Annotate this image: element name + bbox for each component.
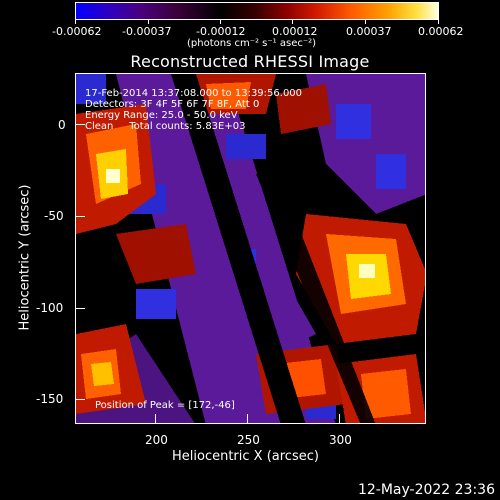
x-tick-label: 300 — [329, 433, 352, 447]
x-tick-mark — [155, 414, 156, 424]
plot-date: 12-May-2022 23:36 — [357, 482, 495, 498]
colorbar-tick — [438, 20, 439, 24]
energy-range: Energy Range: 25.0 - 50.0 keV — [85, 110, 238, 121]
y-tick-label: 0 — [58, 118, 66, 132]
y-tick-mark — [75, 308, 85, 309]
colorbar-label: 0.00062 — [418, 25, 464, 38]
rhessi-image: 17-Feb-2014 13:37:08.000 to 13:39:56.000… — [75, 73, 426, 424]
y-tick-mark — [75, 399, 85, 400]
clean-counts: Clean Total counts: 5.83E+03 — [85, 121, 246, 132]
colorbar-units: (photons cm⁻² s⁻¹ asec⁻²) — [187, 38, 317, 49]
time-range: 17-Feb-2014 13:37:08.000 to 13:39:56.000 — [85, 88, 303, 99]
y-axis-label: Heliocentric Y (arcsec) — [17, 184, 33, 331]
colorbar-tick — [220, 20, 221, 24]
y-tick-label: -50 — [44, 209, 64, 223]
x-tick-mark — [339, 414, 340, 424]
colorbar-label: -0.00012 — [196, 25, 246, 38]
colorbar — [75, 2, 439, 20]
image-title: Reconstructed RHESSI Image — [130, 52, 370, 71]
x-tick-mark — [247, 414, 248, 424]
peak-position: Position of Peak = [172,-46] — [95, 400, 235, 411]
x-axis-label: Heliocentric X (arcsec) — [172, 449, 319, 464]
x-tick-label: 200 — [145, 433, 168, 447]
y-tick-label: -100 — [36, 301, 64, 315]
y-tick-label: -150 — [36, 392, 64, 406]
detectors: Detectors: 3F 4F 5F 6F 7F 8F, Att 0 — [85, 99, 260, 110]
colorbar-tick — [365, 20, 366, 24]
x-tick-label: 250 — [237, 433, 260, 447]
colorbar-tick — [75, 20, 76, 24]
colorbar-tick — [148, 20, 149, 24]
image-pixels — [76, 74, 425, 423]
colorbar-label: -0.00037 — [122, 25, 172, 38]
y-tick-mark — [75, 124, 85, 125]
colorbar-label: 0.00012 — [272, 25, 318, 38]
y-tick-mark — [75, 216, 85, 217]
colorbar-label: 0.00037 — [346, 25, 392, 38]
colorbar-label: -0.00062 — [52, 25, 102, 38]
colorbar-tick — [292, 20, 293, 24]
